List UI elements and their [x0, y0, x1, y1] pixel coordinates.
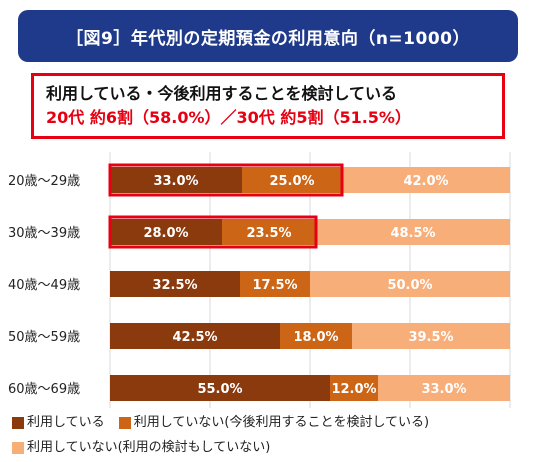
bar-segment	[316, 219, 510, 245]
legend-item-not-using: 利用していない(利用の検討もしていない)	[12, 437, 270, 459]
legend-swatch-not-using	[12, 442, 24, 454]
data-label: 23.5%	[246, 226, 291, 241]
data-label: 50.0%	[387, 278, 432, 293]
data-label: 48.5%	[390, 226, 435, 241]
callout-headline: 利用している・今後利用することを検討している	[46, 84, 398, 103]
bar-segment	[378, 375, 510, 401]
data-label: 18.0%	[293, 330, 338, 345]
bar-segment	[310, 271, 510, 297]
category-label: 30歳〜39歳	[8, 226, 80, 241]
legend-item-considering: 利用していない(今後利用することを検討している)	[118, 412, 430, 434]
legend-label-using: 利用している	[27, 415, 105, 430]
callout-box: 利用している・今後利用することを検討している 20代 約6割（58.0%）／30…	[31, 73, 505, 139]
chart-title: ［図9］年代別の定期預金の利用意向（n=1000）	[18, 10, 518, 62]
data-label: 12.0%	[331, 382, 376, 397]
bar-segment	[110, 323, 280, 349]
bar-segment	[110, 167, 242, 193]
bar-segment	[240, 271, 310, 297]
data-label: 33.0%	[153, 174, 198, 189]
data-label: 55.0%	[197, 382, 242, 397]
legend-label-considering: 利用していない(今後利用することを検討している)	[133, 415, 430, 430]
bar-segment	[352, 323, 510, 349]
data-label: 17.5%	[252, 278, 297, 293]
legend-swatch-using	[12, 417, 24, 429]
bar-segment	[110, 375, 330, 401]
stacked-bar-chart: 20歳〜29歳 33.0% 25.0% 42.0% 30歳〜39歳 28.0% 23.5% 4…	[8, 152, 511, 408]
legend-label-not-using: 利用していない(利用の検討もしていない)	[27, 440, 271, 455]
data-label: 42.0%	[403, 174, 448, 189]
legend: 利用している 利用していない(今後利用することを検討している) 利用していない(…	[12, 412, 532, 462]
bar-segment	[222, 219, 316, 245]
data-label: 39.5%	[408, 330, 453, 345]
category-label: 20歳〜29歳	[8, 174, 80, 189]
bar-segment	[280, 323, 352, 349]
bar-segment	[342, 167, 510, 193]
data-label: 42.5%	[172, 330, 217, 345]
legend-item-using: 利用している	[12, 412, 105, 434]
category-label: 60歳〜69歳	[8, 382, 80, 397]
data-label: 33.0%	[421, 382, 466, 397]
callout-highlight: 20代 約6割（58.0%）／30代 約5割（51.5%）	[46, 108, 411, 127]
bar-segment	[110, 271, 240, 297]
data-label: 32.5%	[152, 278, 197, 293]
bar-segment	[242, 167, 342, 193]
legend-swatch-considering	[118, 417, 131, 429]
data-label: 25.0%	[269, 174, 314, 189]
bar-segment	[330, 375, 378, 401]
highlight-frame	[108, 163, 344, 197]
data-label: 28.0%	[143, 226, 188, 241]
bar-segment	[110, 219, 222, 245]
highlight-frame	[108, 215, 318, 249]
category-label: 50歳〜59歳	[8, 330, 80, 345]
category-label: 40歳〜49歳	[8, 278, 80, 293]
